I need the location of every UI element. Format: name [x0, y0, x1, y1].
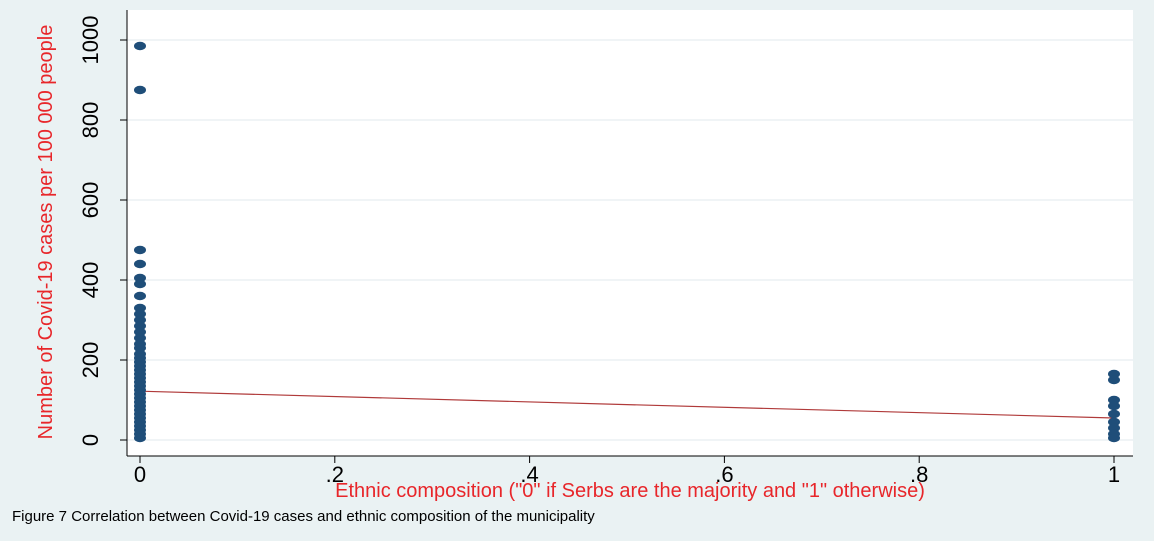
data-point	[134, 343, 146, 353]
y-tick-label: 600	[78, 182, 103, 219]
x-axis-title: Ethnic composition ("0" if Serbs are the…	[335, 480, 925, 502]
data-point	[134, 245, 146, 255]
data-point	[1108, 409, 1120, 419]
gridlines	[127, 39, 1133, 441]
scatter-points	[134, 41, 1120, 443]
data-point	[1108, 369, 1120, 379]
data-point	[134, 273, 146, 283]
data-point	[134, 279, 146, 289]
tick-labels: 0 200 400 600 800 1000 0 .2 .4 .6 .8 1	[78, 16, 1120, 487]
data-point	[134, 41, 146, 51]
data-point	[134, 303, 146, 313]
y-axis-title: Number of Covid-19 cases per 100 000 peo…	[35, 25, 57, 440]
fit-line-layer	[139, 390, 1115, 419]
data-point	[134, 321, 146, 331]
x-tick-label: .2	[326, 462, 344, 487]
y-tick-label: 0	[78, 434, 103, 446]
data-point	[134, 327, 146, 337]
y-tick-label: 1000	[78, 16, 103, 65]
axes	[120, 10, 1133, 463]
y-tick-label: 800	[78, 102, 103, 139]
x-tick-label: .6	[715, 462, 733, 487]
data-point	[1108, 395, 1120, 405]
data-point	[1108, 375, 1120, 385]
data-point	[134, 333, 146, 343]
data-point	[1108, 423, 1120, 433]
x-tick-label: 0	[134, 462, 146, 487]
data-point	[1108, 417, 1120, 427]
y-tick-label: 400	[78, 262, 103, 299]
x-tick-label: .8	[910, 462, 928, 487]
data-point	[134, 315, 146, 325]
data-point	[1108, 433, 1120, 443]
data-point	[134, 291, 146, 301]
x-tick-label: .4	[520, 462, 538, 487]
data-point	[134, 309, 146, 319]
y-tick-label: 200	[78, 342, 103, 379]
data-point	[1108, 401, 1120, 411]
figure-caption: Figure 7 Correlation between Covid-19 ca…	[12, 508, 595, 525]
x-tick-label: 1	[1108, 462, 1120, 487]
plot-area	[127, 10, 1133, 456]
data-point	[134, 85, 146, 95]
data-point	[134, 433, 146, 443]
fitted-line	[139, 390, 1115, 419]
data-point	[134, 259, 146, 269]
